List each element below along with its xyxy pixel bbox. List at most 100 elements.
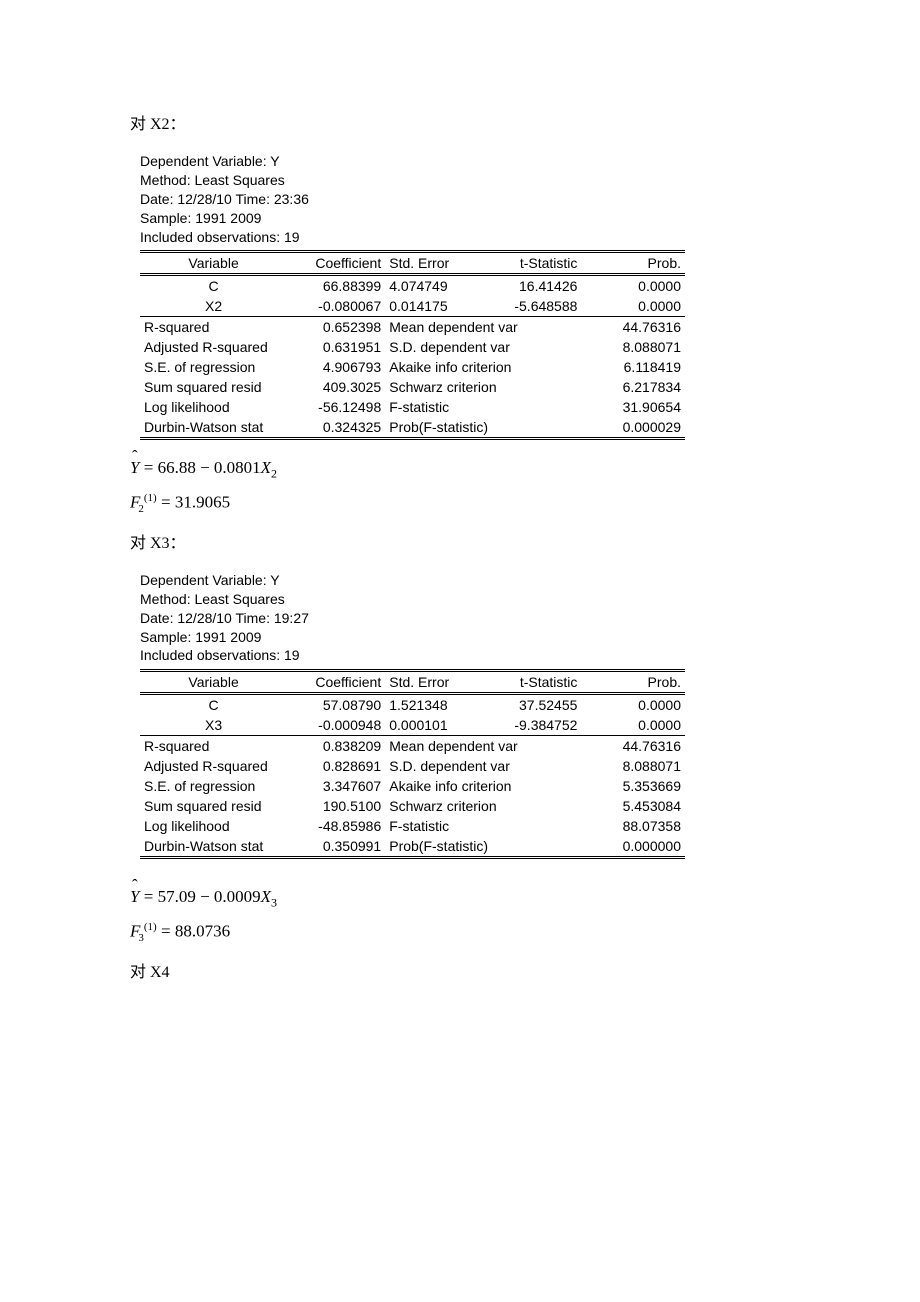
stat-label: Prob(F-statistic) [385,836,581,858]
cell: -0.000948 [287,715,385,736]
stat-label: Durbin-Watson stat [140,417,287,439]
stat-label: Sum squared resid [140,377,287,397]
cell: X2 [140,296,287,317]
cell: 0.0000 [581,275,685,297]
th-variable: Variable [140,671,287,694]
stat-label: F-statistic [385,816,581,836]
stat-val: 0.350991 [287,836,385,858]
meta-line: Method: Least Squares [140,171,685,190]
cell: C [140,694,287,716]
stat-label: Log likelihood [140,397,287,417]
stat-label: Durbin-Watson stat [140,836,287,858]
heading-x3: 对 X3： [130,529,790,553]
fstat-x2: F2(1) = 31.9065 [130,492,790,515]
cell: -9.384752 [483,715,581,736]
cell: 0.000101 [385,715,483,736]
stat-label: Adjusted R-squared [140,337,287,357]
stat-val: 0.652398 [287,317,385,338]
stat-label: F-statistic [385,397,581,417]
stat-val: 190.5100 [287,796,385,816]
stat-label: Akaike info criterion [385,776,581,796]
th-p: Prob. [581,252,685,275]
coef-table-x3: Variable Coefficient Std. Error t-Statis… [140,669,685,859]
stat-label: Akaike info criterion [385,357,581,377]
stat-val: 0.838209 [287,736,385,757]
cell: 0.0000 [581,296,685,317]
stat-label: R-squared [140,317,287,338]
stat-val: 3.347607 [287,776,385,796]
stat-val: 8.088071 [581,756,685,776]
heading-x4: 对 X4 [130,958,790,982]
meta-line: Sample: 1991 2009 [140,628,685,647]
meta-line: Dependent Variable: Y [140,152,685,171]
th-t: t-Statistic [483,252,581,275]
fstat-x3: F3(1) = 88.0736 [130,921,790,944]
cell: -5.648588 [483,296,581,317]
meta-x3: Dependent Variable: Y Method: Least Squa… [140,571,685,665]
page-root: 对 X2： Dependent Variable: Y Method: Leas… [0,0,920,1042]
f-sup: (1) [144,492,157,504]
stat-val: 0.324325 [287,417,385,439]
f-val: 31.9065 [175,493,230,512]
th-coef: Coefficient [287,671,385,694]
cell: 57.08790 [287,694,385,716]
meta-x2: Dependent Variable: Y Method: Least Squa… [140,152,685,246]
stat-label: S.D. dependent var [385,337,581,357]
th-se: Std. Error [385,252,483,275]
stat-label: Schwarz criterion [385,796,581,816]
stat-label: Adjusted R-squared [140,756,287,776]
cell: 37.52455 [483,694,581,716]
stat-label: S.D. dependent var [385,756,581,776]
f-val: 88.0736 [175,921,230,940]
eq-xsub: 3 [271,896,277,910]
stat-val: 5.453084 [581,796,685,816]
cell: -0.080067 [287,296,385,317]
eq-slope: 0.0009 [214,887,261,906]
stat-label: Sum squared resid [140,796,287,816]
eq-const: 57.09 [158,887,196,906]
stat-label: S.E. of regression [140,776,287,796]
cell: 0.0000 [581,715,685,736]
stat-val: 5.353669 [581,776,685,796]
stat-label: Log likelihood [140,816,287,836]
stat-label: S.E. of regression [140,357,287,377]
th-se: Std. Error [385,671,483,694]
stat-label: Mean dependent var [385,317,581,338]
f-sub: 2 [138,503,144,515]
f-sub: 3 [138,932,144,944]
th-coef: Coefficient [287,252,385,275]
coef-table-x2: Variable Coefficient Std. Error t-Statis… [140,250,685,440]
meta-line: Date: 12/28/10 Time: 19:27 [140,609,685,628]
regression-block-x2: Dependent Variable: Y Method: Least Squa… [140,152,685,440]
stat-val: 0.000029 [581,417,685,439]
meta-line: Method: Least Squares [140,590,685,609]
eq-slope: 0.0801 [214,458,261,477]
stat-val: 6.118419 [581,357,685,377]
meta-line: Date: 12/28/10 Time: 23:36 [140,190,685,209]
stat-val: 6.217834 [581,377,685,397]
stat-val: 0.828691 [287,756,385,776]
cell: X3 [140,715,287,736]
cell: 66.88399 [287,275,385,297]
eq-const: 66.88 [158,458,196,477]
eq-xsub: 2 [271,467,277,481]
meta-line: Included observations: 19 [140,646,685,665]
equation-x2: Y = 66.88 − 0.0801X2 [130,458,790,481]
equation-x3: Y = 57.09 − 0.0009X3 [130,887,790,910]
cell: 0.014175 [385,296,483,317]
stat-val: -48.85986 [287,816,385,836]
meta-line: Sample: 1991 2009 [140,209,685,228]
stat-val: 0.631951 [287,337,385,357]
heading-x2: 对 X2： [130,110,790,134]
stat-val: 44.76316 [581,736,685,757]
stat-val: 409.3025 [287,377,385,397]
stat-val: 44.76316 [581,317,685,338]
stat-val: 8.088071 [581,337,685,357]
stat-val: -56.12498 [287,397,385,417]
cell: 0.0000 [581,694,685,716]
th-p: Prob. [581,671,685,694]
cell: 4.074749 [385,275,483,297]
stat-label: Mean dependent var [385,736,581,757]
stat-label: Prob(F-statistic) [385,417,581,439]
f-sup: (1) [144,921,157,933]
